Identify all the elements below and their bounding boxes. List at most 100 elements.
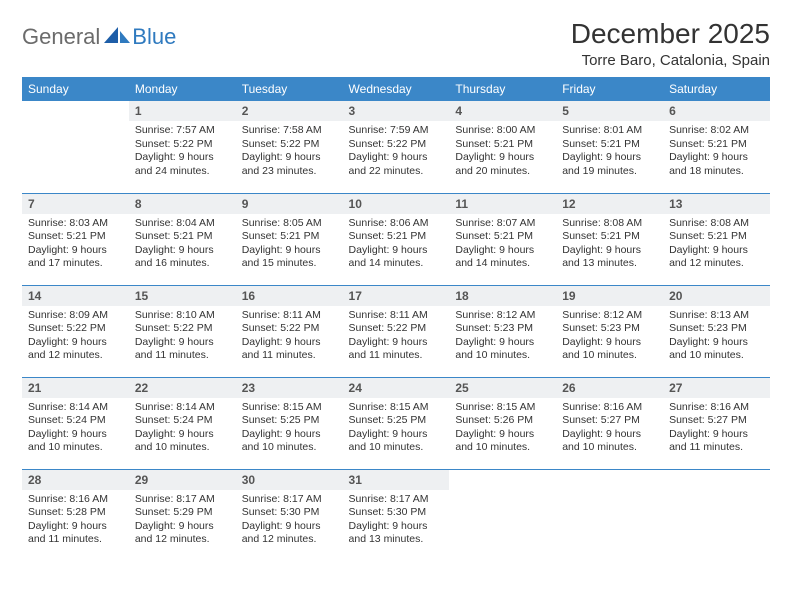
sunrise-text: Sunrise: 8:17 AM [349, 493, 444, 507]
day-number: 1 [129, 101, 236, 121]
sunset-text: Sunset: 5:21 PM [455, 230, 550, 244]
calendar-cell: 16Sunrise: 8:11 AMSunset: 5:22 PMDayligh… [236, 285, 343, 377]
calendar-cell: 14Sunrise: 8:09 AMSunset: 5:22 PMDayligh… [22, 285, 129, 377]
day-number: 20 [663, 286, 770, 306]
sunset-text: Sunset: 5:24 PM [135, 414, 230, 428]
day-details: Sunrise: 8:00 AMSunset: 5:21 PMDaylight:… [449, 121, 556, 185]
day-number: 3 [343, 101, 450, 121]
calendar-body: 1Sunrise: 7:57 AMSunset: 5:22 PMDaylight… [22, 101, 770, 561]
sunrise-text: Sunrise: 8:11 AM [242, 309, 337, 323]
sunset-text: Sunset: 5:22 PM [28, 322, 123, 336]
calendar-cell: 6Sunrise: 8:02 AMSunset: 5:21 PMDaylight… [663, 101, 770, 193]
sunrise-text: Sunrise: 8:07 AM [455, 217, 550, 231]
title-block: December 2025 Torre Baro, Catalonia, Spa… [571, 18, 770, 69]
logo-sail-icon [104, 25, 130, 50]
sunrise-text: Sunrise: 7:59 AM [349, 124, 444, 138]
day-details: Sunrise: 7:57 AMSunset: 5:22 PMDaylight:… [129, 121, 236, 185]
day-details: Sunrise: 8:16 AMSunset: 5:27 PMDaylight:… [556, 398, 663, 462]
day-details: Sunrise: 8:11 AMSunset: 5:22 PMDaylight:… [343, 306, 450, 370]
calendar-cell: 5Sunrise: 8:01 AMSunset: 5:21 PMDaylight… [556, 101, 663, 193]
calendar-cell: 2Sunrise: 7:58 AMSunset: 5:22 PMDaylight… [236, 101, 343, 193]
day-details: Sunrise: 8:14 AMSunset: 5:24 PMDaylight:… [22, 398, 129, 462]
sunset-text: Sunset: 5:26 PM [455, 414, 550, 428]
day-number: 30 [236, 470, 343, 490]
day-details: Sunrise: 8:16 AMSunset: 5:27 PMDaylight:… [663, 398, 770, 462]
day-number: 27 [663, 378, 770, 398]
calendar-cell [556, 469, 663, 561]
daylight-text: Daylight: 9 hours and 11 minutes. [242, 336, 337, 363]
sunrise-text: Sunrise: 8:10 AM [135, 309, 230, 323]
calendar-cell: 25Sunrise: 8:15 AMSunset: 5:26 PMDayligh… [449, 377, 556, 469]
daylight-text: Daylight: 9 hours and 10 minutes. [455, 336, 550, 363]
calendar-cell: 29Sunrise: 8:17 AMSunset: 5:29 PMDayligh… [129, 469, 236, 561]
day-number: 15 [129, 286, 236, 306]
daylight-text: Daylight: 9 hours and 18 minutes. [669, 151, 764, 178]
day-header: Tuesday [236, 77, 343, 101]
sunset-text: Sunset: 5:22 PM [135, 322, 230, 336]
logo: General Blue [22, 18, 176, 50]
day-details: Sunrise: 8:05 AMSunset: 5:21 PMDaylight:… [236, 214, 343, 278]
sunrise-text: Sunrise: 8:04 AM [135, 217, 230, 231]
calendar-cell: 24Sunrise: 8:15 AMSunset: 5:25 PMDayligh… [343, 377, 450, 469]
daylight-text: Daylight: 9 hours and 20 minutes. [455, 151, 550, 178]
calendar-cell: 22Sunrise: 8:14 AMSunset: 5:24 PMDayligh… [129, 377, 236, 469]
daylight-text: Daylight: 9 hours and 24 minutes. [135, 151, 230, 178]
sunset-text: Sunset: 5:23 PM [455, 322, 550, 336]
day-details: Sunrise: 8:09 AMSunset: 5:22 PMDaylight:… [22, 306, 129, 370]
day-details: Sunrise: 8:02 AMSunset: 5:21 PMDaylight:… [663, 121, 770, 185]
day-number: 4 [449, 101, 556, 121]
day-details: Sunrise: 8:15 AMSunset: 5:25 PMDaylight:… [236, 398, 343, 462]
sunrise-text: Sunrise: 8:15 AM [455, 401, 550, 415]
daylight-text: Daylight: 9 hours and 10 minutes. [349, 428, 444, 455]
day-number: 21 [22, 378, 129, 398]
sunrise-text: Sunrise: 8:02 AM [669, 124, 764, 138]
daylight-text: Daylight: 9 hours and 12 minutes. [669, 244, 764, 271]
daylight-text: Daylight: 9 hours and 10 minutes. [135, 428, 230, 455]
calendar-cell: 1Sunrise: 7:57 AMSunset: 5:22 PMDaylight… [129, 101, 236, 193]
day-number: 18 [449, 286, 556, 306]
sunrise-text: Sunrise: 8:12 AM [455, 309, 550, 323]
day-number [449, 470, 556, 476]
calendar-cell: 31Sunrise: 8:17 AMSunset: 5:30 PMDayligh… [343, 469, 450, 561]
daylight-text: Daylight: 9 hours and 11 minutes. [349, 336, 444, 363]
day-header: Saturday [663, 77, 770, 101]
day-details: Sunrise: 8:08 AMSunset: 5:21 PMDaylight:… [556, 214, 663, 278]
calendar-cell: 17Sunrise: 8:11 AMSunset: 5:22 PMDayligh… [343, 285, 450, 377]
day-details: Sunrise: 8:15 AMSunset: 5:25 PMDaylight:… [343, 398, 450, 462]
day-details: Sunrise: 8:04 AMSunset: 5:21 PMDaylight:… [129, 214, 236, 278]
day-number [663, 470, 770, 476]
calendar-cell [663, 469, 770, 561]
day-number: 8 [129, 194, 236, 214]
sunset-text: Sunset: 5:21 PM [562, 138, 657, 152]
sunrise-text: Sunrise: 8:11 AM [349, 309, 444, 323]
day-number: 6 [663, 101, 770, 121]
daylight-text: Daylight: 9 hours and 13 minutes. [349, 520, 444, 547]
calendar-cell: 19Sunrise: 8:12 AMSunset: 5:23 PMDayligh… [556, 285, 663, 377]
day-number [556, 470, 663, 476]
sunset-text: Sunset: 5:21 PM [349, 230, 444, 244]
sunrise-text: Sunrise: 7:58 AM [242, 124, 337, 138]
sunrise-text: Sunrise: 8:15 AM [349, 401, 444, 415]
day-details: Sunrise: 8:17 AMSunset: 5:29 PMDaylight:… [129, 490, 236, 554]
day-header: Thursday [449, 77, 556, 101]
day-details: Sunrise: 7:58 AMSunset: 5:22 PMDaylight:… [236, 121, 343, 185]
day-number: 5 [556, 101, 663, 121]
calendar-cell [449, 469, 556, 561]
calendar-cell: 28Sunrise: 8:16 AMSunset: 5:28 PMDayligh… [22, 469, 129, 561]
sunrise-text: Sunrise: 8:16 AM [562, 401, 657, 415]
day-number: 26 [556, 378, 663, 398]
daylight-text: Daylight: 9 hours and 14 minutes. [349, 244, 444, 271]
day-number: 9 [236, 194, 343, 214]
sunset-text: Sunset: 5:21 PM [242, 230, 337, 244]
sunset-text: Sunset: 5:21 PM [669, 230, 764, 244]
logo-text-blue: Blue [132, 24, 176, 50]
daylight-text: Daylight: 9 hours and 11 minutes. [669, 428, 764, 455]
month-title: December 2025 [571, 18, 770, 50]
day-number: 22 [129, 378, 236, 398]
sunset-text: Sunset: 5:23 PM [562, 322, 657, 336]
sunset-text: Sunset: 5:28 PM [28, 506, 123, 520]
daylight-text: Daylight: 9 hours and 10 minutes. [455, 428, 550, 455]
location-text: Torre Baro, Catalonia, Spain [571, 52, 770, 69]
sunrise-text: Sunrise: 8:17 AM [135, 493, 230, 507]
sunrise-text: Sunrise: 8:06 AM [349, 217, 444, 231]
